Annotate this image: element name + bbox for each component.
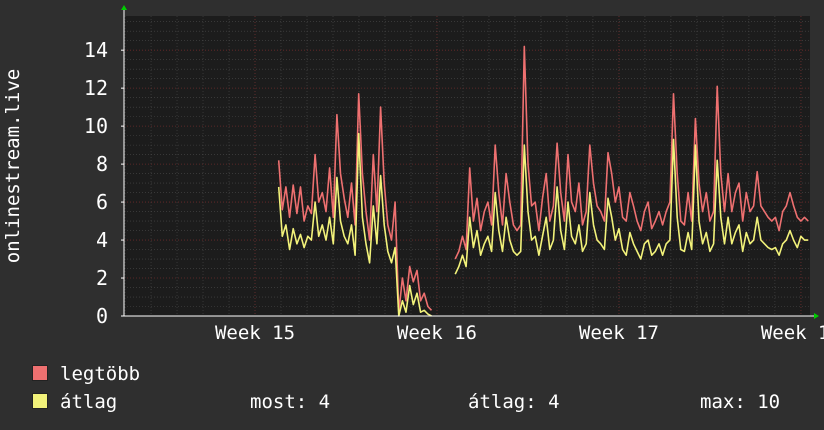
y-axis-label: onlinestream.live [2,69,24,263]
series-avg-line [454,138,809,275]
x-tick-label: Week 16 [397,322,477,344]
series-avg-line [277,132,432,317]
legend-swatch-max [32,365,48,381]
y-tick-label: 12 [84,76,108,100]
x-tick-label: Week 18 [761,322,824,344]
y-tick-label: 14 [84,38,108,62]
stat-current: most: 4 [250,391,331,413]
series-max-line [454,45,809,260]
axes [121,5,819,319]
y-tick-label: 2 [96,266,108,290]
legend-label-avg: átlag [60,391,118,413]
x-tick-label: Week 17 [579,322,659,344]
plot-background [124,16,810,316]
y-tick-label: 10 [84,114,108,138]
grid [124,16,810,316]
tick-labels: 0 2 4 6 8 10 12 14 Week 15 Week 16 Week 17 Week 18 [84,38,824,344]
legend-item-avg: átlag [32,391,117,413]
x-axis-arrow-icon [814,313,819,319]
legend-item-max: legtöbb [32,363,140,385]
legend-swatch-avg [32,393,48,409]
y-tick-label: 6 [96,190,108,214]
x-tick-label: Week 15 [215,322,295,344]
y-tick-label: 4 [96,228,108,252]
stat-maximum: max: 10 [700,391,781,413]
series-max-line [277,93,433,314]
stat-average: átlag: 4 [468,391,560,413]
y-axis-arrow-icon [121,5,127,10]
y-tick-label: 0 [96,304,108,328]
series-lines [277,45,809,317]
legend-label-max: legtöbb [60,363,141,385]
y-tick-label: 8 [96,152,108,176]
